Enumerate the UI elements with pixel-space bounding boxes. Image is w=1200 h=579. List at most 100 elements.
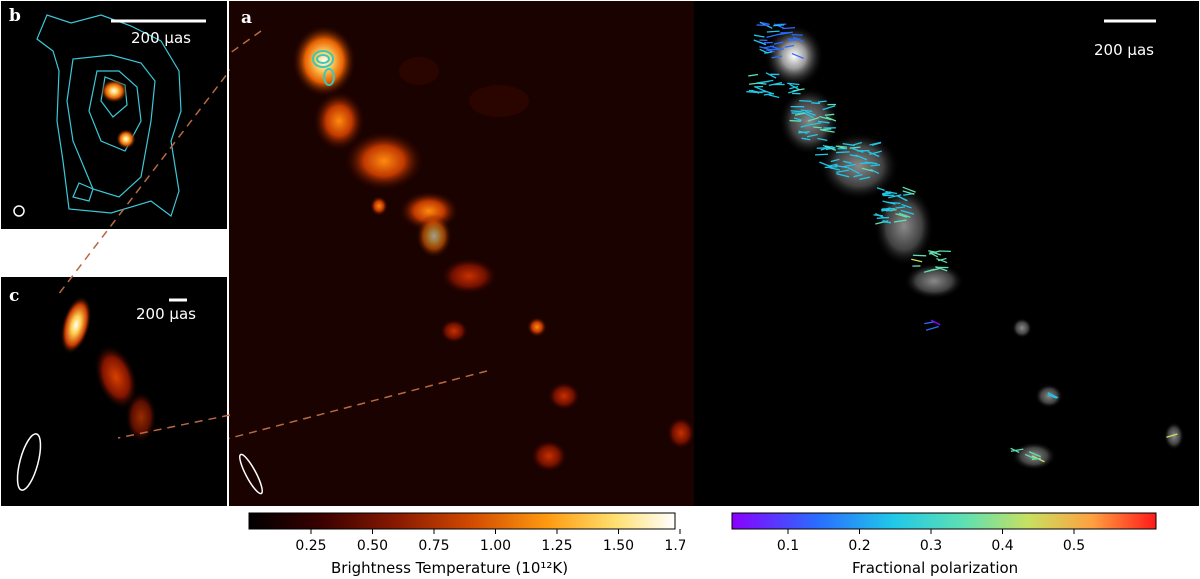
polarization-vector [822,105,836,111]
polarization-vector [851,147,864,153]
polarization-vector [876,216,890,219]
polarization-vector [912,254,927,257]
polarization-vector [800,123,813,128]
polarization-vector [835,145,845,149]
panel-label-c: c [9,286,19,306]
polarization-vector [1166,433,1178,438]
colorbar-tick-label: 1.00 [480,538,511,554]
polarization-vector [791,52,804,59]
polarization-vector [881,208,890,212]
polarization-vector [824,145,837,151]
polarization-vector [859,176,871,180]
panel-label-a: a [241,8,252,28]
polarization-vector [853,174,863,178]
polarization-vector [764,51,773,54]
polarization-vector [819,115,832,121]
colorbar-tick-label: 0.75 [418,538,449,554]
panel-c: 200 μas c [1,277,227,506]
polarization-vector [867,151,880,158]
polarization-vector [825,145,836,149]
colorbar-polarization: 0.1 0.2 0.3 0.4 0.5 Fractional polarization [728,510,1168,578]
polarization-vector [1010,448,1024,452]
polarization-vector [900,209,915,215]
panel-b: 200 μas b [1,1,227,229]
core-blob [100,79,128,103]
panel-b-image: 200 μas b [9,6,206,217]
polarization-vector [911,258,923,263]
polarization-vector [842,142,855,147]
polarization-vector [791,33,803,36]
polarization-vector [869,150,882,155]
polarization-vector [870,164,881,167]
scale-label-b: 200 μas [131,29,191,47]
jet-plume-2 [125,391,157,443]
polarization-vector [766,49,775,53]
polarization-vector [817,137,828,142]
polarization-vector [864,161,878,165]
panel-a: a [229,1,694,506]
scale-label-pol: 200 μas [1094,41,1154,59]
polarization-vector [842,163,856,168]
polarization-vector [1024,453,1036,460]
polarization-vector [930,319,941,326]
polarization-vector [834,164,848,169]
panel-label-b: b [9,6,21,26]
polarization-vector [896,194,907,202]
polarization-vector [817,100,827,103]
polarization-vector [836,151,850,154]
polarization-vector [799,99,812,103]
panel-polarization-image: 200 μas [746,19,1184,470]
polarization-vector [759,46,772,51]
beam-ellipse-b [13,205,25,217]
colorbar-brightness-svg: 0.25 0.50 0.75 1.00 1.25 1.50 1.75 Brightness … [248,512,685,577]
polarization-vector [761,22,770,26]
polarization-vector [813,126,822,129]
colorbar-brightness-title: Brightness Temperature (10¹²K) [331,559,568,577]
polarization-vector [901,203,912,209]
colorbar-polarization-svg: 0.1 0.2 0.3 0.4 0.5 Fractional polarization [731,512,1157,577]
polarization-vector [784,44,795,48]
polarization-vector [753,85,768,93]
polarization-vector [895,213,908,218]
polarization-vector [798,130,808,134]
polarization-vector [824,113,835,116]
polarization-vector [790,110,802,113]
colorbar-tick-label: 0.4 [991,538,1013,554]
polarization-vector [888,194,902,199]
polarization-vector [836,172,850,178]
polarization-vector [748,89,763,94]
polarization-vector [1031,457,1041,461]
jet-core [60,295,92,355]
polarization-vector [800,109,813,113]
polarization-vector [925,325,939,331]
colorbar-brightness: 0.25 0.50 0.75 1.00 1.25 1.50 1.75 Brightness … [245,510,685,578]
polarization-vector [811,122,822,126]
polarization-vector [793,36,805,43]
polarization-vectors [746,21,1178,463]
polarization-vector [773,23,785,30]
polarization-vector [924,321,936,325]
polarization-vector [771,55,783,59]
polarization-vector [782,26,796,30]
polarization-vector [794,112,805,116]
polarization-vector [869,141,882,146]
polarization-vector [836,169,849,173]
beam-ellipse-a [239,453,263,495]
polarization-vector [789,119,801,122]
polarization-vector [763,92,774,96]
polarization-vector [829,167,840,171]
colorbar-tick-label: 0.5 [1063,538,1085,554]
polarization-vector [787,82,800,86]
polarization-vector [881,192,892,196]
polarization-vector [811,102,821,105]
polarization-vector [1028,451,1041,458]
polarization-vector [807,117,820,122]
polarization-vector [902,190,915,195]
polarization-vector [830,158,840,163]
polarization-vector [753,39,767,46]
polarization-vector [753,34,765,38]
polarization-vector [773,24,785,27]
polarization-vector [886,201,901,205]
polarization-vector [766,33,780,38]
polarization-vector [806,133,818,138]
